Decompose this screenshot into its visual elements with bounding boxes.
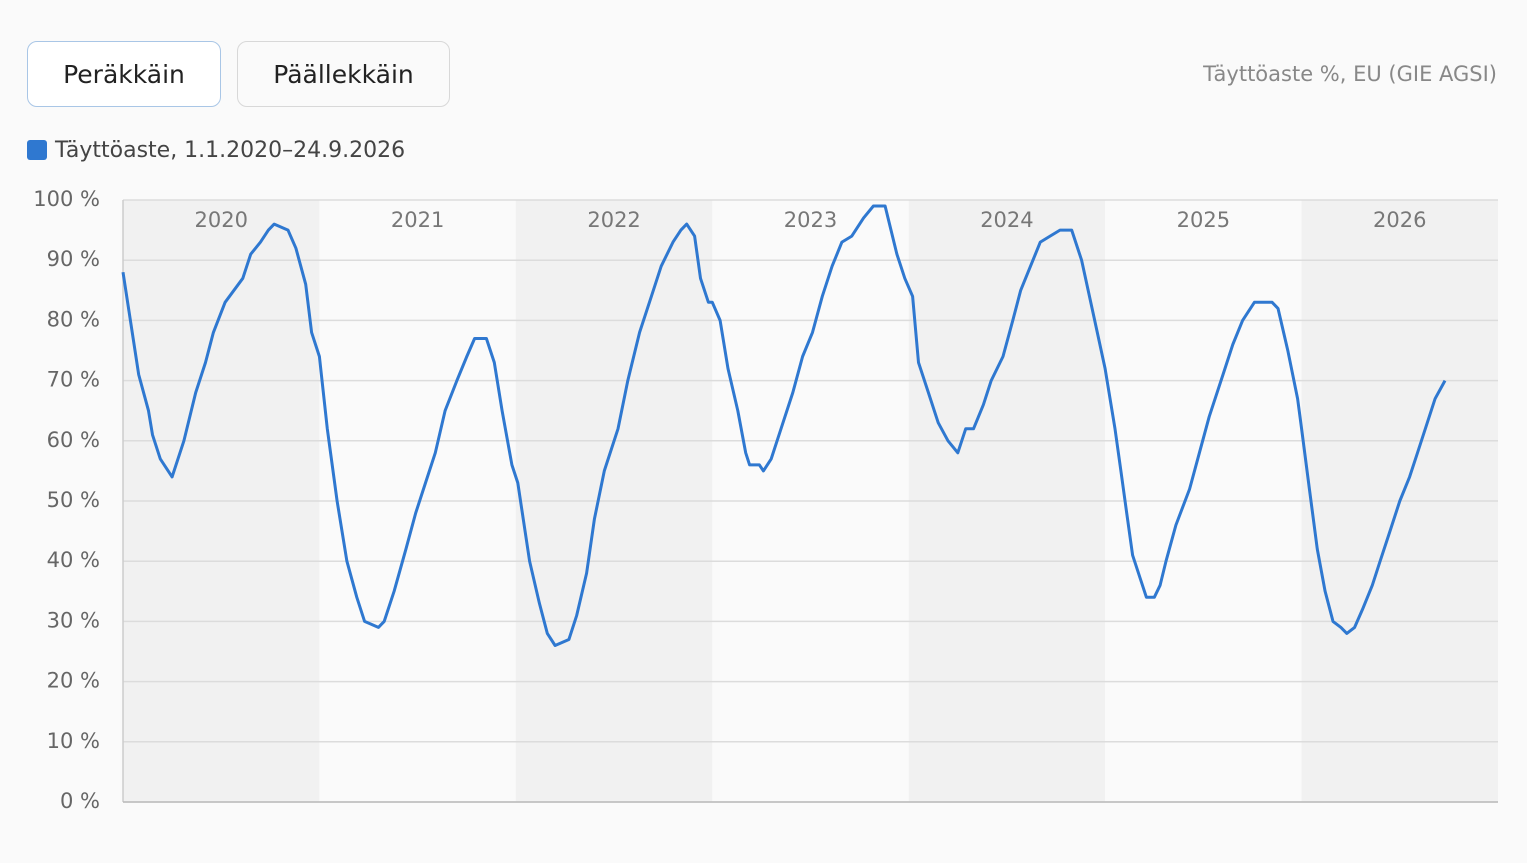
y-tick-label: 50 % — [47, 488, 100, 512]
y-tick-label: 40 % — [47, 548, 100, 572]
y-tick-label: 30 % — [47, 608, 100, 632]
y-tick-label: 10 % — [47, 729, 100, 753]
toggle-button[interactable]: Päällekkäin — [237, 41, 450, 107]
y-tick-label: 70 % — [47, 368, 100, 392]
x-tick-label: 2020 — [194, 208, 247, 232]
toggle-button[interactable]: Peräkkäin — [27, 41, 221, 107]
x-tick-label: 2023 — [784, 208, 837, 232]
y-tick-label: 100 % — [33, 187, 100, 211]
source-note: Täyttöaste %, EU (GIE AGSI) — [1203, 62, 1497, 86]
y-tick-label: 0 % — [60, 789, 100, 813]
x-tick-label: 2024 — [980, 208, 1033, 232]
x-tick-label: 2026 — [1373, 208, 1426, 232]
x-tick-label: 2022 — [587, 208, 640, 232]
legend-swatch — [27, 140, 47, 160]
x-tick-label: 2025 — [1177, 208, 1230, 232]
y-tick-label: 90 % — [47, 247, 100, 271]
y-tick-label: 80 % — [47, 307, 100, 331]
x-tick-label: 2021 — [391, 208, 444, 232]
data-line — [121, 204, 1447, 647]
y-tick-label: 60 % — [47, 428, 100, 452]
legend-label: Täyttöaste, 1.1.2020–24.9.2026 — [54, 138, 405, 163]
y-tick-label: 20 % — [47, 669, 100, 693]
